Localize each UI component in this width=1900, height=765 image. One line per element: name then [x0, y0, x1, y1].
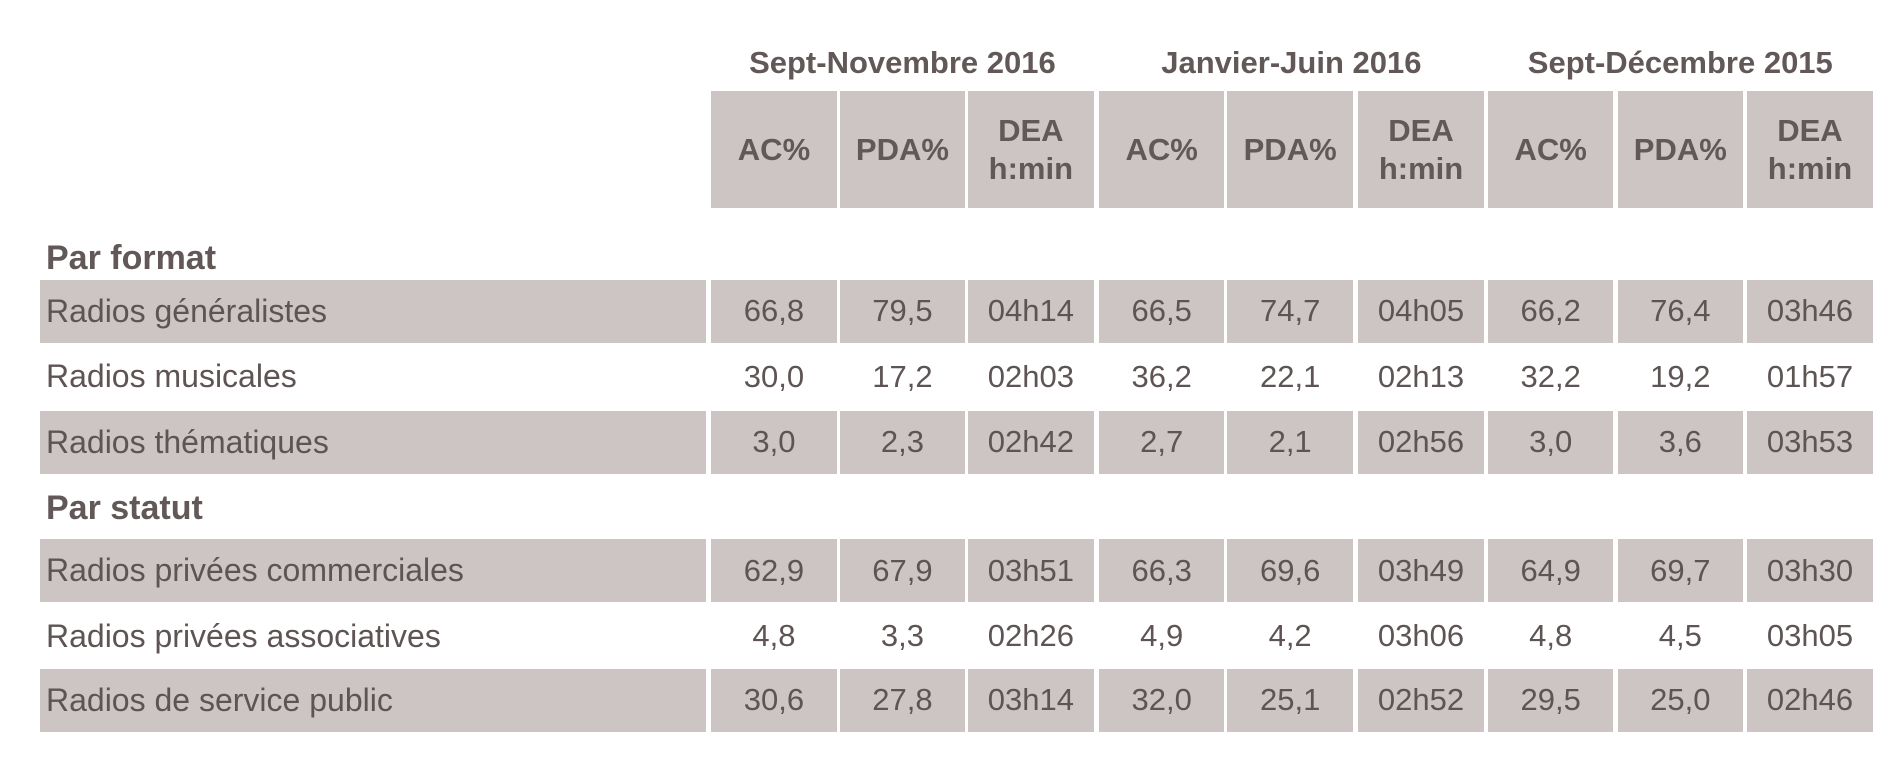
value-cell: 67,9	[839, 539, 966, 603]
row-label: Radios généralistes	[39, 279, 707, 343]
value-cell: 66,2	[1487, 279, 1614, 343]
value-cell: 04h05	[1358, 279, 1484, 343]
column-header: AC%	[1099, 90, 1225, 209]
value-cell: 17,2	[872, 358, 933, 394]
value-cell: 3,3	[880, 618, 924, 654]
value-cell: 3,0	[1487, 410, 1614, 474]
value-cell: 2,3	[839, 410, 966, 474]
value-cell: 03h30	[1747, 539, 1873, 603]
value-cell: 4,8	[1529, 618, 1573, 654]
value-cell: 25,1	[1227, 668, 1353, 732]
value-cell: 32,0	[1099, 668, 1225, 732]
column-header: DEA h:min	[968, 90, 1094, 209]
row-label: Radios privées commerciales	[39, 539, 707, 603]
value-cell: 03h06	[1377, 618, 1465, 654]
value-cell: 03h05	[1766, 618, 1854, 654]
value-cell: 25,0	[1617, 668, 1744, 732]
value-cell: 02h52	[1358, 668, 1484, 732]
value-cell: 03h49	[1358, 539, 1484, 603]
value-cell: 3,0	[711, 410, 837, 474]
group-header: Sept-Décembre 2015	[1527, 44, 1833, 80]
value-cell: 76,4	[1617, 279, 1744, 343]
value-cell: 79,5	[839, 279, 966, 343]
column-header: AC%	[711, 90, 837, 209]
value-cell: 2,1	[1227, 410, 1353, 474]
value-cell: 02h03	[987, 358, 1074, 394]
value-cell: 04h14	[968, 279, 1094, 343]
column-header: AC%	[1487, 90, 1614, 209]
row-label: Radios musicales	[45, 358, 297, 395]
value-cell: 69,6	[1227, 539, 1353, 603]
value-cell: 02h56	[1358, 410, 1484, 474]
value-cell: 4,5	[1658, 618, 1702, 654]
row-label: Radios thématiques	[39, 410, 707, 474]
value-cell: 22,1	[1259, 358, 1321, 394]
value-cell: 2,7	[1099, 410, 1225, 474]
value-cell: 02h13	[1377, 358, 1465, 394]
value-cell: 64,9	[1487, 539, 1614, 603]
section-title: Par format	[45, 238, 217, 277]
column-header: PDA%	[1617, 90, 1744, 209]
value-cell: 01h57	[1766, 358, 1854, 394]
value-cell: 30,6	[711, 668, 837, 732]
value-cell: 4,9	[1140, 618, 1184, 654]
value-cell: 02h42	[968, 410, 1094, 474]
value-cell: 02h46	[1747, 668, 1873, 732]
value-cell: 36,2	[1131, 358, 1192, 394]
value-cell: 27,8	[839, 668, 966, 732]
value-cell: 74,7	[1227, 279, 1353, 343]
column-header: PDA%	[839, 90, 966, 209]
value-cell: 29,5	[1487, 668, 1614, 732]
column-header: PDA%	[1227, 90, 1353, 209]
value-cell: 66,3	[1099, 539, 1225, 603]
group-header: Sept-Novembre 2016	[749, 44, 1056, 80]
value-cell: 03h46	[1747, 279, 1873, 343]
value-cell: 03h53	[1747, 410, 1873, 474]
group-header: Janvier-Juin 2016	[1161, 44, 1422, 80]
row-label: Radios de service public	[39, 668, 707, 732]
value-cell: 30,0	[743, 358, 805, 394]
value-cell: 3,6	[1617, 410, 1744, 474]
section-title: Par statut	[45, 489, 203, 528]
value-cell: 02h26	[987, 618, 1074, 654]
value-cell: 4,8	[752, 618, 796, 654]
value-cell: 03h14	[968, 668, 1094, 732]
value-cell: 66,8	[711, 279, 837, 343]
value-cell: 69,7	[1617, 539, 1744, 603]
column-header: DEA h:min	[1747, 90, 1873, 209]
value-cell: 19,2	[1650, 358, 1711, 394]
row-label: Radios privées associatives	[45, 617, 441, 654]
value-cell: 4,2	[1268, 618, 1312, 654]
value-cell: 66,5	[1099, 279, 1225, 343]
column-header: DEA h:min	[1358, 90, 1484, 209]
value-cell: 32,2	[1520, 358, 1581, 394]
value-cell: 03h51	[968, 539, 1094, 603]
value-cell: 62,9	[711, 539, 837, 603]
